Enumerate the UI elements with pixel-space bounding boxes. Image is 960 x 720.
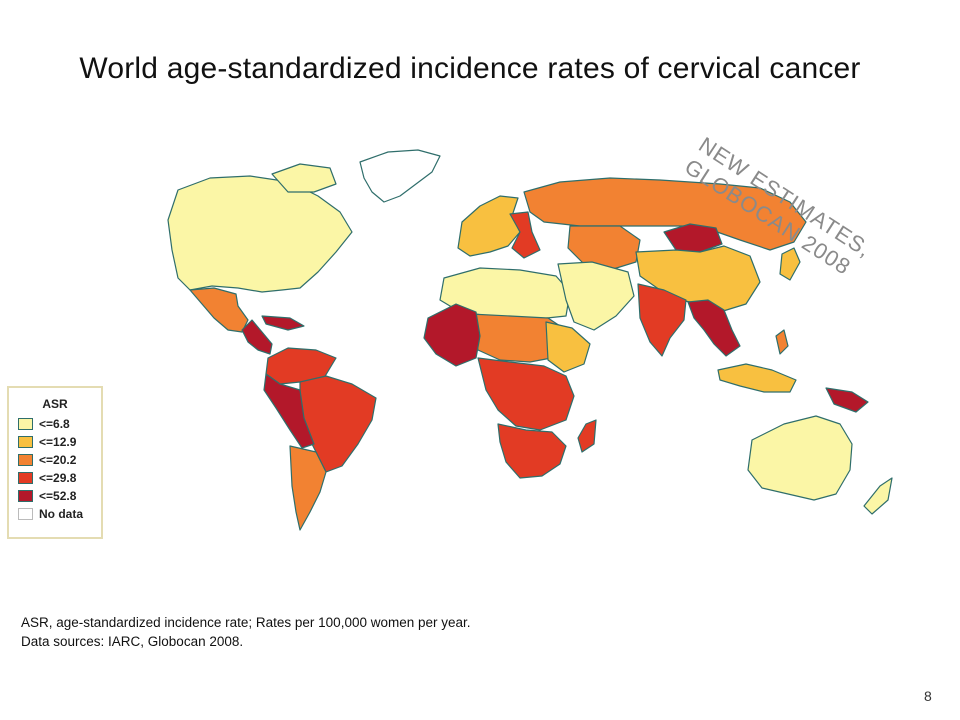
legend-label: No data (39, 507, 84, 521)
footnote-line: ASR, age-standardized incidence rate; Ra… (21, 615, 471, 630)
region-arctic-islands (271, 163, 337, 193)
region-mexico (189, 287, 249, 333)
region-west-africa (423, 303, 481, 367)
region-papua-new-guinea (825, 387, 869, 413)
legend-label: <=6.8 (39, 417, 70, 431)
legend-swatch (18, 454, 33, 466)
region-southern-africa (497, 423, 567, 479)
region-madagascar (577, 419, 597, 453)
page-number: 8 (924, 688, 932, 704)
region-australia (747, 415, 853, 501)
region-central-asia (567, 225, 641, 271)
legend-item: <=12.9 (18, 435, 102, 450)
region-eastern-europe (509, 211, 541, 259)
region-southeast-asia (687, 299, 741, 357)
region-middle-east (557, 261, 635, 331)
legend-item: <=20.2 (18, 453, 102, 468)
legend-label: <=20.2 (39, 453, 77, 467)
region-peru-bolivia (263, 373, 315, 449)
legend-label: <=12.9 (39, 435, 77, 449)
region-mongolia (663, 223, 723, 253)
footnote-line: Data sources: IARC, Globocan 2008. (21, 634, 244, 649)
legend-swatch (18, 418, 33, 430)
region-central-america (241, 319, 273, 355)
map-legend: ASR <=6.8 <=12.9 <=20.2 <=29.8 <=52.8 No… (7, 386, 103, 539)
region-central-east-africa (477, 357, 575, 431)
region-new-zealand (863, 477, 893, 515)
legend-swatch (18, 490, 33, 502)
region-western-europe (457, 195, 521, 257)
region-russia (523, 177, 807, 251)
footnote: ASR, age-standardized incidence rate; Ra… (21, 613, 471, 651)
region-north-america (167, 175, 353, 293)
region-horn-of-africa (545, 321, 591, 373)
region-philippines (775, 329, 789, 355)
legend-label: <=52.8 (39, 489, 77, 503)
region-greenland (359, 149, 441, 203)
legend-label: <=29.8 (39, 471, 77, 485)
legend-swatch (18, 436, 33, 448)
page-title: World age-standardized incidence rates o… (79, 52, 861, 85)
region-southern-cone (289, 445, 327, 531)
region-indonesia (717, 363, 797, 393)
legend-swatch (18, 508, 33, 520)
legend-item: <=6.8 (18, 417, 102, 432)
legend-item: No data (18, 507, 102, 522)
region-caribbean (261, 315, 305, 331)
legend-swatch (18, 472, 33, 484)
legend-item: <=52.8 (18, 489, 102, 504)
legend-title: ASR (42, 397, 68, 411)
legend-item: <=29.8 (18, 471, 102, 486)
region-japan (779, 247, 801, 281)
region-india (637, 283, 687, 357)
